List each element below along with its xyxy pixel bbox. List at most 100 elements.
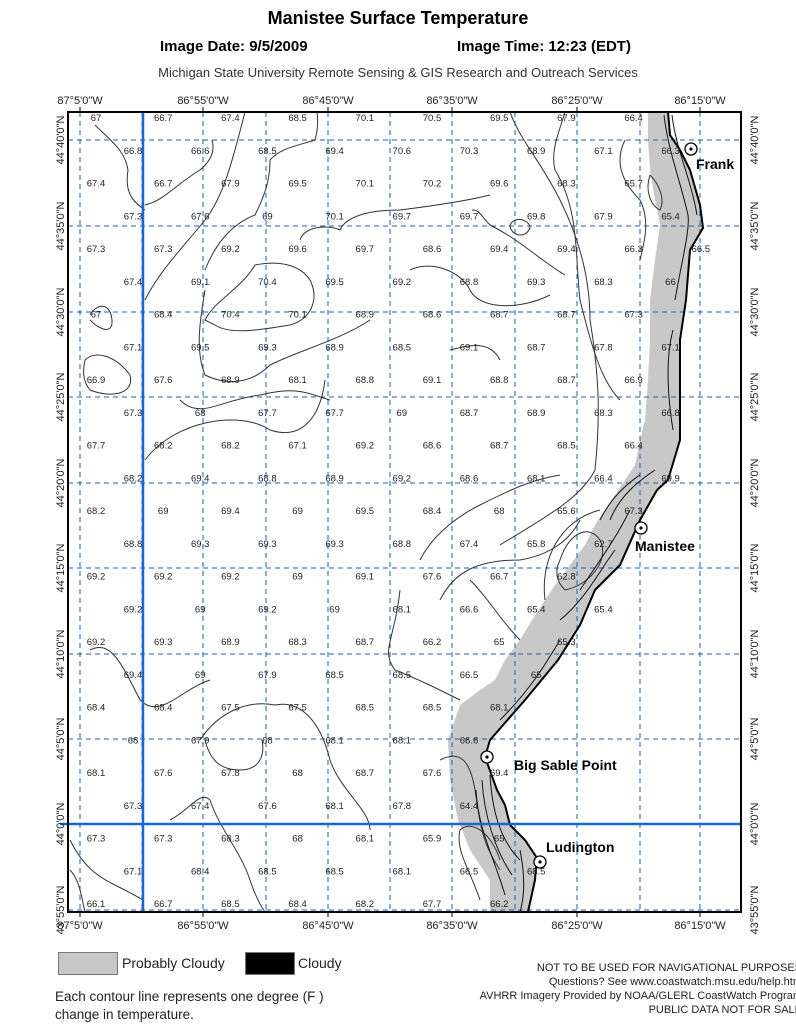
temperature-label: 67.6 (154, 768, 173, 779)
temperature-label: 67.7 (325, 408, 344, 419)
latitude-label-right: 44°0'0"N (749, 803, 761, 846)
temperature-label: 68.5 (356, 703, 375, 714)
temperature-label: 67.4 (191, 801, 210, 812)
temperature-label: 67.6 (154, 375, 173, 386)
latitude-label-right: 44°15'0"N (749, 543, 761, 592)
temperature-label: 67.3 (87, 244, 106, 255)
temperature-label: 67 (91, 113, 102, 124)
latitude-label-left: 44°35'0"N (55, 201, 67, 250)
temperature-label: 68.2 (87, 506, 106, 517)
temperature-label: 68 (262, 735, 273, 746)
temperature-label: 67.3 (124, 211, 143, 222)
temperature-label: 66.3 (661, 146, 680, 157)
latitude-label-left: 44°40'0"N (55, 115, 67, 164)
temperature-label: 66.5 (460, 866, 479, 877)
temperature-label: 68.9 (527, 408, 546, 419)
temperature-label: 69.5 (191, 342, 210, 353)
temperature-label: 68.1 (393, 604, 412, 615)
temperature-label: 66.5 (692, 244, 711, 255)
temperature-label: 69.2 (258, 604, 277, 615)
temperature-label: 66.7 (490, 572, 509, 583)
temperature-label: 68.1 (527, 473, 546, 484)
temperature-label: 70.1 (288, 310, 307, 321)
temperature-label: 69.1 (460, 342, 479, 353)
temperature-label: 67.9 (191, 735, 210, 746)
temperature-label: 69.4 (124, 670, 143, 681)
latitude-label-right: 44°20'0"N (749, 458, 761, 507)
temperature-label: 68.4 (288, 899, 307, 910)
temperature-label: 69.2 (356, 441, 375, 452)
longitude-label-bottom: 86°15'0"W (674, 920, 726, 932)
temperature-label: 67.7 (423, 899, 442, 910)
place-markers: Frank Manistee Big Sable Point Ludington (480, 142, 734, 869)
temperature-label: 69.4 (191, 473, 210, 484)
temperature-label: 67.3 (124, 408, 143, 419)
temperature-label: 70.1 (356, 179, 375, 190)
temperature-label: 68.5 (557, 441, 576, 452)
latitude-label-left: 43°55'0"N (55, 885, 67, 934)
temperature-label: 66.3 (624, 244, 643, 255)
temperature-label: 68.3 (557, 179, 576, 190)
temperature-label: 67.3 (87, 834, 106, 845)
temperature-label: 69.2 (393, 277, 412, 288)
latitude-label-right: 43°55'0"N (749, 885, 761, 934)
latitude-label-left: 44°15'0"N (55, 543, 67, 592)
place-label: Ludington (546, 839, 614, 855)
temperature-label: 65.4 (661, 211, 680, 222)
temperature-label: 67.6 (423, 768, 442, 779)
temperature-label: 70.1 (325, 211, 344, 222)
contour-note-line1: Each contour line represents one degree … (55, 989, 324, 1004)
map-subtitle: Michigan State University Remote Sensing… (158, 65, 638, 80)
temperature-label: 68 (195, 408, 206, 419)
temperature-label: 69.4 (490, 768, 509, 779)
latitude-label-right: 44°25'0"N (749, 372, 761, 421)
latitude-label-left: 44°5'0"N (55, 718, 67, 761)
temperature-label: 68.5 (393, 342, 412, 353)
temperature-label: 69.4 (557, 244, 576, 255)
temperature-label: 69 (158, 506, 169, 517)
longitude-label-bottom: 86°35'0"W (426, 920, 478, 932)
temperature-label: 68.7 (356, 637, 375, 648)
temperature-label: 69.2 (393, 473, 412, 484)
temperature-label: 69.4 (490, 244, 509, 255)
temperature-label: 68.7 (460, 408, 479, 419)
temperature-label: 68.7 (557, 375, 576, 386)
temperature-label: 66 (665, 277, 676, 288)
temperature-label: 68.4 (154, 703, 173, 714)
longitude-label-top: 86°15'0"W (674, 95, 726, 107)
temperature-labels: 67 66.7 67.4 68.5 70.1 70.5 69.5 67.9 66.4 66.8 66… (87, 113, 710, 910)
temperature-label: 67.7 (87, 441, 106, 452)
temperature-label: 68.9 (325, 473, 344, 484)
graticule (68, 112, 741, 912)
temperature-label: 67.3 (154, 834, 173, 845)
temperature-label: 65.8 (527, 539, 546, 550)
temperature-label: 66.5 (460, 670, 479, 681)
temperature-label: 69.2 (221, 244, 240, 255)
temperature-label: 70.4 (258, 277, 277, 288)
temperature-label: 65.3 (557, 637, 576, 648)
temperature-label: 67.8 (594, 342, 613, 353)
longitude-label-top: 87°5'0"W (57, 95, 103, 107)
temperature-label: 67.4 (124, 277, 143, 288)
temperature-label: 66.9 (624, 375, 643, 386)
temperature-label: 68 (494, 506, 505, 517)
temperature-label: 67.3 (624, 310, 643, 321)
temperature-label: 68.3 (221, 834, 240, 845)
temperature-label: 67.3 (124, 801, 143, 812)
temperature-label: 68.4 (87, 703, 106, 714)
temperature-label: 68.5 (527, 866, 546, 877)
temperature-label: 68.8 (124, 539, 143, 550)
temperature-label: 68.9 (325, 342, 344, 353)
temperature-label: 68.7 (490, 441, 509, 452)
temperature-label: 68.6 (423, 441, 442, 452)
temperature-label: 66.7 (154, 899, 173, 910)
latitude-label-right: 44°40'0"N (749, 115, 761, 164)
longitude-label-bottom: 87°5'0"W (57, 920, 103, 932)
temperature-label: 67.4 (221, 113, 240, 124)
temperature-label: 67.7 (258, 408, 277, 419)
temperature-label: 68.4 (423, 506, 442, 517)
temperature-label: 69.2 (154, 572, 173, 583)
temperature-label: 69.5 (325, 277, 344, 288)
temperature-label: 69.5 (356, 506, 375, 517)
temperature-label: 69.1 (423, 375, 442, 386)
